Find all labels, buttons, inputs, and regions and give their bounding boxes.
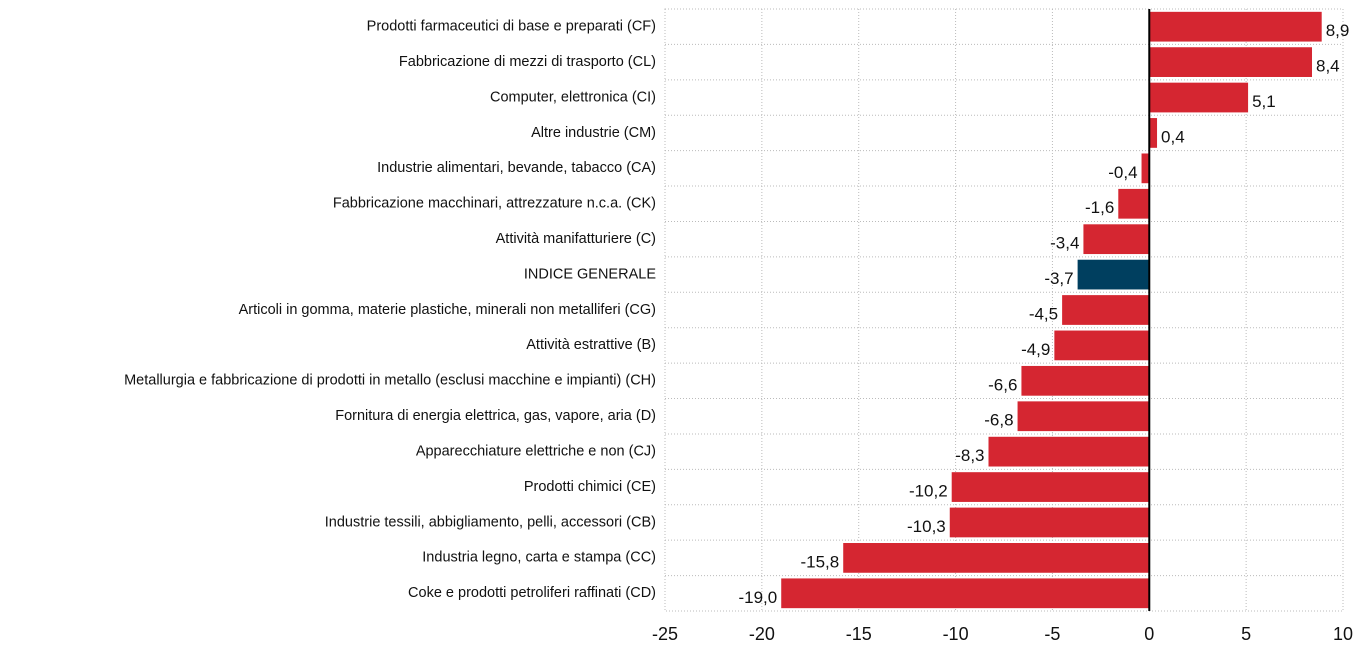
- value-label: 0,4: [1161, 127, 1185, 146]
- category-label: Metallurgia e fabbricazione di prodotti …: [124, 373, 656, 389]
- x-tick-label: 10: [1333, 624, 1353, 644]
- value-label: -6,6: [988, 375, 1017, 394]
- value-label: -10,3: [907, 517, 946, 536]
- value-label: 5,1: [1252, 92, 1276, 111]
- category-label: Fabbricazione di mezzi di trasporto (CL): [399, 54, 656, 70]
- x-tick-label: -10: [943, 624, 969, 644]
- bar: [949, 507, 1150, 538]
- value-label: -10,2: [909, 482, 948, 501]
- value-label: 8,9: [1326, 21, 1350, 40]
- value-label: -3,7: [1044, 269, 1073, 288]
- x-tick-label: 0: [1144, 624, 1154, 644]
- category-label: Attività manifatturiere (C): [496, 231, 656, 247]
- x-tick-label: -25: [652, 624, 678, 644]
- value-label: -4,5: [1029, 304, 1058, 323]
- value-label: -15,8: [800, 552, 839, 571]
- bar: [1083, 224, 1150, 255]
- category-label: Prodotti farmaceutici di base e preparat…: [367, 19, 656, 35]
- bar: [1021, 365, 1150, 396]
- bar: [988, 436, 1150, 467]
- category-label: Articoli in gomma, materie plastiche, mi…: [239, 302, 656, 318]
- x-tick-label: -15: [846, 624, 872, 644]
- category-label: Computer, elettronica (CI): [490, 89, 656, 105]
- bar: [1149, 82, 1249, 113]
- bar: [1149, 118, 1158, 148]
- bar: [1149, 11, 1322, 42]
- bar: [1062, 295, 1150, 325]
- category-label: Industrie alimentari, bevande, tabacco (…: [377, 160, 656, 176]
- bar: [1017, 401, 1150, 432]
- category-label: Fornitura di energia elettrica, gas, vap…: [335, 408, 656, 424]
- category-label: Prodotti chimici (CE): [524, 479, 656, 495]
- category-label: Altre industrie (CM): [531, 125, 656, 141]
- value-label: -4,9: [1021, 340, 1050, 359]
- category-label: INDICE GENERALE: [524, 266, 656, 282]
- category-label: Industria legno, carta e stampa (CC): [422, 550, 656, 566]
- category-label: Attività estrattive (B): [526, 337, 656, 353]
- value-label: -6,8: [984, 411, 1013, 430]
- value-label: -8,3: [955, 446, 984, 465]
- value-label: 8,4: [1316, 57, 1340, 76]
- bar: [951, 472, 1150, 502]
- category-label: Industrie tessili, abbigliamento, pelli,…: [325, 514, 656, 530]
- bar: [843, 543, 1150, 573]
- category-label: Fabbricazione macchinari, attrezzature n…: [333, 196, 656, 212]
- bar: [1118, 188, 1150, 219]
- value-label: -19,0: [738, 588, 777, 607]
- bar: [1077, 259, 1150, 290]
- value-label: -1,6: [1085, 198, 1114, 217]
- bar: [781, 578, 1150, 609]
- category-label: Apparecchiature elettriche e non (CJ): [416, 443, 656, 459]
- x-tick-label: -5: [1044, 624, 1060, 644]
- value-label: -0,4: [1108, 163, 1137, 182]
- value-label: -3,4: [1050, 234, 1079, 253]
- bar: [1141, 153, 1150, 184]
- x-tick-label: 5: [1241, 624, 1251, 644]
- x-tick-label: -20: [749, 624, 775, 644]
- category-label: Coke e prodotti petroliferi raffinati (C…: [408, 585, 656, 601]
- bar: [1149, 47, 1313, 77]
- bar: [1054, 330, 1150, 361]
